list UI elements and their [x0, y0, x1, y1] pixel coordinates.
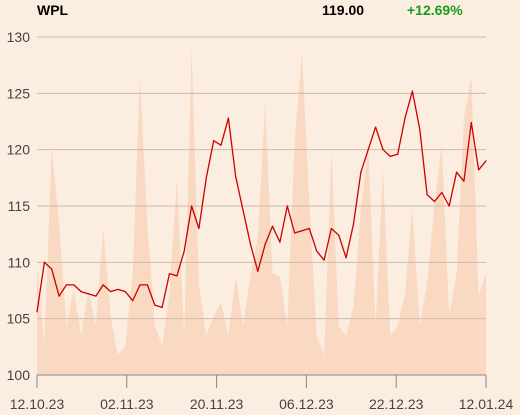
price-point [389, 155, 391, 157]
price-point [95, 295, 97, 297]
price-point [456, 171, 458, 173]
last-price: 119.00 [322, 2, 365, 18]
price-point [419, 128, 421, 130]
price-point [286, 205, 288, 207]
price-point [87, 293, 90, 295]
price-point [191, 205, 193, 207]
price-point [168, 273, 171, 275]
price-point [360, 171, 362, 173]
price-point [397, 153, 399, 155]
price-point [470, 122, 472, 124]
price-point [485, 160, 487, 162]
price-point [102, 284, 104, 286]
price-point [279, 241, 281, 243]
price-point [257, 270, 259, 272]
price-point [220, 144, 222, 146]
price-point [323, 259, 325, 261]
price-point [411, 90, 413, 92]
price-point [352, 223, 355, 225]
price-point [301, 230, 303, 232]
price-point [242, 209, 244, 212]
price-point [124, 291, 126, 293]
x-tick-label: 12.01.24 [459, 396, 514, 412]
y-tick-label: 100 [7, 367, 31, 383]
price-point [117, 288, 119, 290]
price-point [426, 194, 428, 196]
price-point [146, 284, 148, 286]
price-point [205, 177, 207, 179]
price-line [36, 90, 487, 312]
x-tick-label: 06.12.23 [279, 396, 334, 412]
price-point [294, 232, 296, 234]
price-point [183, 250, 185, 252]
price-point [448, 205, 450, 207]
price-point [139, 284, 141, 286]
y-tick-label: 110 [8, 254, 31, 270]
price-point [367, 149, 369, 151]
price-point [330, 227, 332, 230]
price-point [198, 227, 200, 230]
price-point [43, 261, 46, 263]
price-point [154, 304, 156, 306]
price-point [271, 225, 274, 227]
price-point [478, 169, 480, 171]
x-tick-label: 22.12.23 [369, 396, 424, 412]
price-point [58, 295, 60, 297]
price-point [51, 268, 53, 270]
y-tick-label: 125 [7, 85, 31, 101]
price-point [65, 284, 67, 286]
price-point [308, 227, 310, 230]
price-point [227, 117, 229, 119]
price-point [338, 234, 340, 236]
price-point [176, 275, 178, 277]
price-point [382, 149, 384, 151]
price-change-percent: +12.69% [407, 2, 463, 18]
volume-area [37, 47, 486, 375]
price-point [235, 176, 237, 178]
price-point [345, 257, 347, 259]
ticker-symbol: WPL [37, 2, 69, 18]
price-point [110, 291, 112, 293]
x-tick-label: 20.11.23 [190, 396, 244, 412]
x-tick-label: 12.10.23 [10, 396, 65, 412]
price-point [213, 140, 215, 142]
x-tick-label: 02.11.23 [100, 396, 154, 412]
price-point [73, 284, 75, 286]
price-point [80, 291, 82, 293]
y-tick-label: 105 [7, 311, 31, 327]
price-point [404, 117, 406, 119]
price-point [375, 126, 377, 128]
price-point [132, 300, 134, 302]
price-point [316, 250, 318, 252]
y-tick-label: 120 [7, 142, 31, 158]
price-point [463, 180, 465, 182]
price-point [161, 306, 163, 308]
y-tick-label: 130 [7, 29, 31, 45]
price-point [433, 200, 436, 203]
price-point [36, 311, 38, 313]
y-tick-label: 115 [8, 198, 31, 214]
price-point [264, 243, 266, 245]
price-point [441, 191, 443, 194]
price-point [249, 243, 252, 245]
